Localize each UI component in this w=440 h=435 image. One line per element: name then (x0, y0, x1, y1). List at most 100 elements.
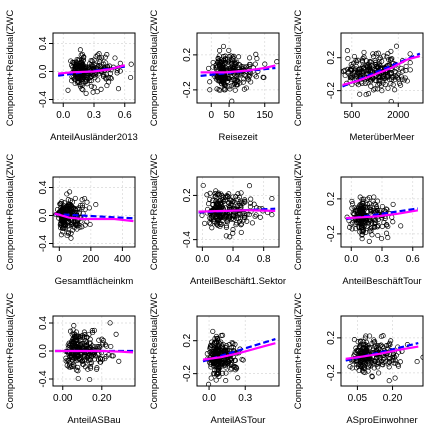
observation-point (356, 367, 362, 374)
observation-point (392, 87, 398, 93)
observation-point (210, 351, 216, 357)
x-tick-label: 0.05 (348, 393, 368, 404)
observation-point (377, 55, 383, 61)
observation-point (262, 61, 268, 67)
observation-point (116, 358, 122, 364)
observation-point (215, 338, 221, 344)
observation-point (222, 362, 228, 369)
y-tick-label: 0.4 (38, 180, 49, 194)
observation-point (77, 334, 83, 340)
observation-point (207, 79, 213, 85)
y-axis-title: Component+Residual(ZWC (293, 154, 304, 271)
observation-point (398, 74, 405, 80)
observation-point (228, 367, 234, 373)
observation-point (218, 222, 224, 228)
observation-point (72, 195, 78, 201)
observation-point (376, 207, 382, 214)
observation-point (86, 61, 93, 67)
smooth-fit-line (200, 64, 276, 74)
smooth-fit-line (55, 349, 134, 354)
observation-point (78, 52, 84, 58)
observation-point (230, 54, 236, 60)
observation-point (240, 200, 246, 206)
observation-point (232, 87, 238, 93)
observation-point (351, 337, 357, 343)
observation-point (369, 340, 375, 346)
observation-point (87, 75, 93, 81)
observation-point (91, 84, 97, 90)
observation-point (390, 201, 396, 207)
observation-point (357, 342, 364, 348)
observation-point (363, 339, 369, 345)
observation-point (361, 196, 367, 202)
observation-point (360, 359, 366, 365)
observation-point (248, 79, 254, 85)
observation-point (71, 76, 77, 82)
observation-point (96, 51, 102, 57)
observation-point (61, 200, 67, 206)
observation-point (71, 323, 77, 329)
observation-point (217, 48, 223, 54)
observation-point (235, 215, 241, 221)
observation-point (85, 366, 91, 372)
observation-point (87, 221, 93, 228)
observation-point (100, 73, 107, 79)
observation-point (80, 87, 86, 93)
observation-point (342, 67, 348, 73)
observation-point (363, 219, 369, 225)
observation-point (359, 224, 365, 231)
observation-point (370, 347, 376, 353)
observation-point (376, 74, 382, 81)
observation-point (86, 357, 92, 364)
x-tick-label: 0.0 (195, 254, 209, 265)
observation-point (269, 196, 275, 202)
observation-point (235, 79, 241, 85)
observation-point (252, 72, 258, 78)
x-axis-title: AnteilBeschäftTour (342, 276, 421, 287)
observation-point (215, 350, 221, 356)
y-tick-label: -0.2 (182, 81, 193, 99)
observation-point (403, 68, 409, 74)
panel-frame (340, 32, 424, 104)
observation-point (207, 190, 213, 196)
observation-point (213, 188, 219, 194)
smooth-fit-line (58, 64, 126, 75)
observation-point (216, 367, 222, 373)
y-axis-title: Component+Residual(ZWC (149, 10, 160, 127)
observation-point (229, 215, 236, 221)
observation-point (128, 61, 134, 67)
observation-point (204, 351, 210, 357)
observation-point (82, 195, 88, 202)
observation-point (380, 333, 386, 339)
observation-point (222, 53, 228, 59)
observation-point (358, 65, 364, 71)
crplot-panel: 0.05 0.20 -0.2 0.2 ASproEinwohner Component+R… (293, 293, 424, 426)
observation-point (353, 66, 359, 72)
observation-point (115, 86, 122, 92)
x-tick-label: 150 (256, 110, 273, 121)
observation-point (372, 339, 378, 345)
observation-point (218, 191, 224, 197)
observation-point (246, 211, 252, 218)
observation-point (359, 224, 365, 230)
observation-point (347, 364, 353, 370)
y-axis-title: Component+Residual(ZWC (5, 154, 16, 271)
observation-point (365, 204, 371, 210)
observation-point (65, 204, 71, 210)
observation-point (242, 72, 248, 78)
observation-point (388, 56, 394, 63)
y-tick-label: -0.4 (38, 234, 49, 252)
observation-point (62, 205, 68, 211)
observation-point (241, 64, 247, 70)
observation-point (106, 352, 112, 358)
observation-point (372, 86, 378, 92)
observation-point (75, 364, 81, 370)
observation-point (79, 224, 85, 230)
panel-frame (340, 315, 424, 387)
observation-point (224, 347, 230, 353)
y-axis-title: Component+Residual(ZWC (293, 10, 304, 127)
observation-point (345, 70, 351, 76)
observation-point (70, 338, 76, 344)
observation-point (92, 62, 98, 68)
y-tick-label: 0.0 (38, 208, 49, 222)
